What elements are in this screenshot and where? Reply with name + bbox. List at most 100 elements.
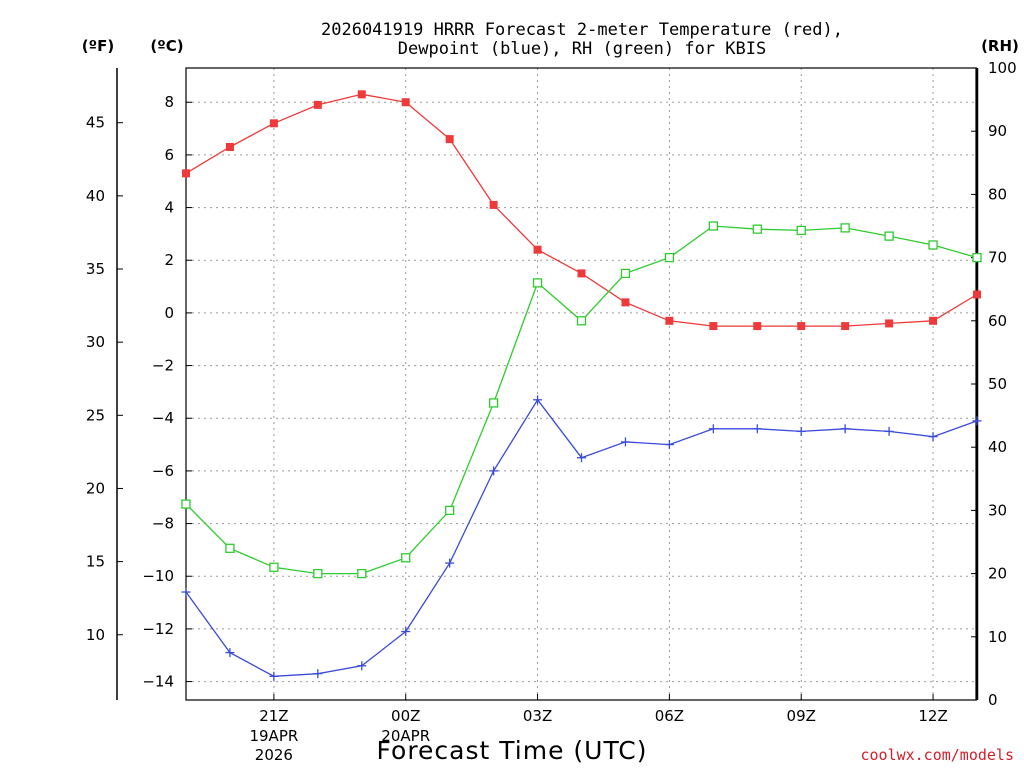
- dewpoint-point: [796, 426, 806, 436]
- dewpoint-point: [972, 416, 982, 426]
- fahrenheit-tick-label: 35: [86, 260, 105, 278]
- temperature-point: [621, 298, 630, 307]
- fahrenheit-tick-label: 40: [86, 187, 105, 205]
- rh-point: [752, 224, 762, 234]
- temperature-point: [973, 290, 981, 299]
- celsius-tick-label: −2: [152, 357, 174, 375]
- time-tick-label: 12Z: [918, 707, 947, 725]
- rh-point: [576, 316, 587, 326]
- fahrenheit-tick-label: 10: [86, 626, 105, 644]
- rh-tick-label: 50: [988, 375, 1007, 393]
- time-tick-date-label: 2026: [255, 746, 293, 764]
- plot-frame: [185, 67, 977, 701]
- dewpoint-point: [401, 627, 411, 637]
- rh-point: [972, 252, 982, 263]
- rh-point: [620, 268, 631, 279]
- time-tick-label: 09Z: [787, 707, 816, 725]
- dewpoint-point: [181, 587, 191, 597]
- rh-tick-label: 60: [988, 312, 1007, 330]
- rh-tick-label: 20: [988, 565, 1007, 583]
- dewpoint-point: [489, 466, 499, 476]
- dewpoint-point: [928, 432, 938, 442]
- fahrenheit-tick-label: 15: [86, 553, 105, 571]
- rh-tick-label: 40: [988, 438, 1007, 456]
- fahrenheit-unit-label: (ºF): [82, 37, 114, 55]
- temperature-point: [269, 119, 278, 128]
- rh-series: [181, 221, 982, 579]
- x-axis-title: Forecast Time (UTC): [377, 736, 648, 765]
- rh-tick-label: 30: [988, 501, 1007, 519]
- dewpoint-point: [445, 558, 455, 568]
- temperature-point: [401, 98, 410, 107]
- fahrenheit-tick-label: 30: [86, 333, 105, 351]
- rh-point: [840, 223, 850, 233]
- rh-unit-label: (RH): [981, 37, 1019, 55]
- fahrenheit-tick-label: 45: [86, 114, 105, 132]
- temperature-point: [313, 100, 322, 109]
- time-tick-label: 03Z: [523, 707, 552, 725]
- series-layer: [181, 90, 982, 681]
- temperature-line: [185, 93, 978, 327]
- celsius-tick-label: −6: [152, 462, 174, 480]
- temperature-series: [182, 90, 981, 331]
- dewpoint-point: [620, 437, 630, 447]
- temperature-point: [445, 135, 454, 144]
- temperature-point: [841, 322, 850, 331]
- temperature-point: [489, 200, 498, 209]
- rh-point: [708, 221, 718, 231]
- time-tick-date-label: 19APR: [249, 727, 298, 745]
- time-tick-label: 00Z: [391, 707, 420, 725]
- celsius-tick-label: 0: [164, 304, 174, 322]
- rh-point: [664, 252, 675, 263]
- source-credit: coolwx.com/models: [860, 746, 1014, 764]
- grid-lines: [186, 68, 977, 700]
- rh-point: [884, 231, 894, 241]
- celsius-tick-label: 4: [164, 199, 174, 217]
- temperature-point: [753, 322, 762, 331]
- temperature-point: [885, 319, 894, 328]
- temperature-point: [577, 269, 586, 278]
- rh-point: [313, 568, 323, 579]
- dewpoint-point: [840, 424, 850, 434]
- rh-tick-label: 0: [988, 691, 998, 709]
- dewpoint-point: [533, 395, 543, 405]
- rh-line: [185, 225, 978, 575]
- dewpoint-point: [225, 648, 235, 658]
- rh-point: [796, 225, 806, 236]
- celsius-tick-label: −4: [152, 409, 174, 427]
- dewpoint-series: [181, 395, 982, 681]
- time-tick-label: 21Z: [259, 707, 288, 725]
- rh-point: [401, 553, 411, 563]
- temperature-point: [797, 322, 806, 331]
- celsius-tick-label: −8: [152, 515, 174, 533]
- rh-tick-label: 70: [988, 249, 1007, 267]
- time-tick-label: 06Z: [655, 707, 684, 725]
- dewpoint-point: [752, 424, 762, 434]
- dewpoint-point: [708, 424, 718, 434]
- fahrenheit-tick-label: 20: [86, 479, 105, 497]
- dewpoint-point: [577, 453, 586, 463]
- fahrenheit-tick-label: 25: [86, 406, 105, 424]
- celsius-tick-label: 8: [164, 93, 174, 111]
- temperature-point: [182, 169, 190, 178]
- celsius-unit-label: (ºC): [150, 37, 183, 55]
- rh-point: [225, 543, 235, 553]
- dewpoint-point: [884, 426, 894, 436]
- celsius-axis: 8 6 4 2 0 −2 −4 −6 −8 −10 −12 −14: [142, 93, 192, 691]
- celsius-tick-label: −12: [142, 620, 174, 638]
- rh-point: [269, 562, 279, 572]
- dewpoint-point: [664, 440, 674, 450]
- rh-point: [532, 278, 543, 288]
- dewpoint-point: [269, 671, 279, 681]
- celsius-tick-label: 6: [164, 146, 174, 164]
- celsius-tick-label: 2: [164, 251, 174, 269]
- temperature-point: [533, 245, 542, 254]
- rh-tick-label: 100: [988, 59, 1017, 77]
- rh-point: [181, 499, 191, 509]
- rh-point: [445, 505, 455, 516]
- rh-tick-label: 10: [988, 628, 1007, 646]
- celsius-tick-label: −14: [142, 673, 174, 691]
